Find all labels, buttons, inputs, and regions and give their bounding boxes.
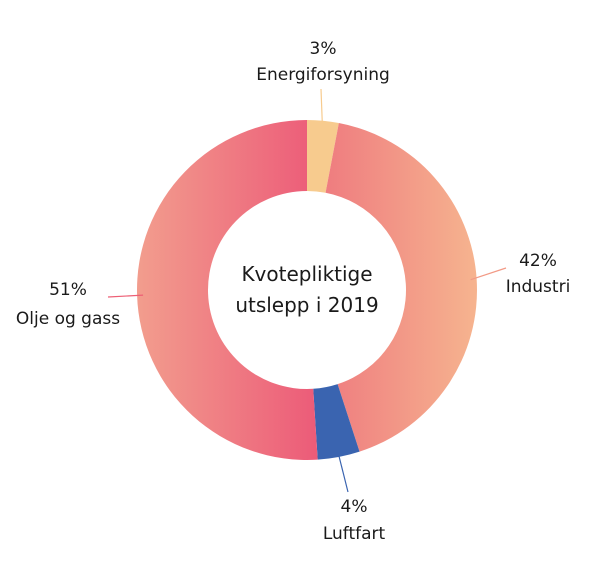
leader-line-energiforsyning — [320, 88, 324, 127]
slice-value-label: 42% — [519, 251, 557, 271]
slice-olje-og-gass — [137, 120, 318, 460]
leader-lines — [107, 88, 507, 493]
slice-value-label: 3% — [310, 39, 337, 59]
center-label-line-1: Kvotepliktige — [241, 262, 372, 286]
leader-line-luftfart — [337, 450, 349, 493]
slice-name-label: Luftfart — [323, 524, 386, 544]
slice-luftfart — [313, 384, 360, 460]
slices-group — [137, 120, 477, 460]
slice-name-label: Industri — [506, 277, 571, 297]
slice-value-label: 4% — [341, 497, 368, 517]
slice-energiforsyning — [307, 120, 339, 193]
slice-name-label: Olje og gass — [16, 309, 120, 329]
slice-labels: 3% Energiforsyning 42% Industri 4% Luftfart 51… — [16, 39, 570, 544]
leader-line-olje-og-gass — [107, 294, 144, 298]
center-label-line-2: utslepp i 2019 — [235, 293, 378, 317]
leader-line-industri — [470, 267, 507, 281]
slice-industri — [325, 123, 477, 452]
slice-value-label: 51% — [49, 280, 87, 300]
slice-name-label: Energiforsyning — [256, 65, 390, 85]
